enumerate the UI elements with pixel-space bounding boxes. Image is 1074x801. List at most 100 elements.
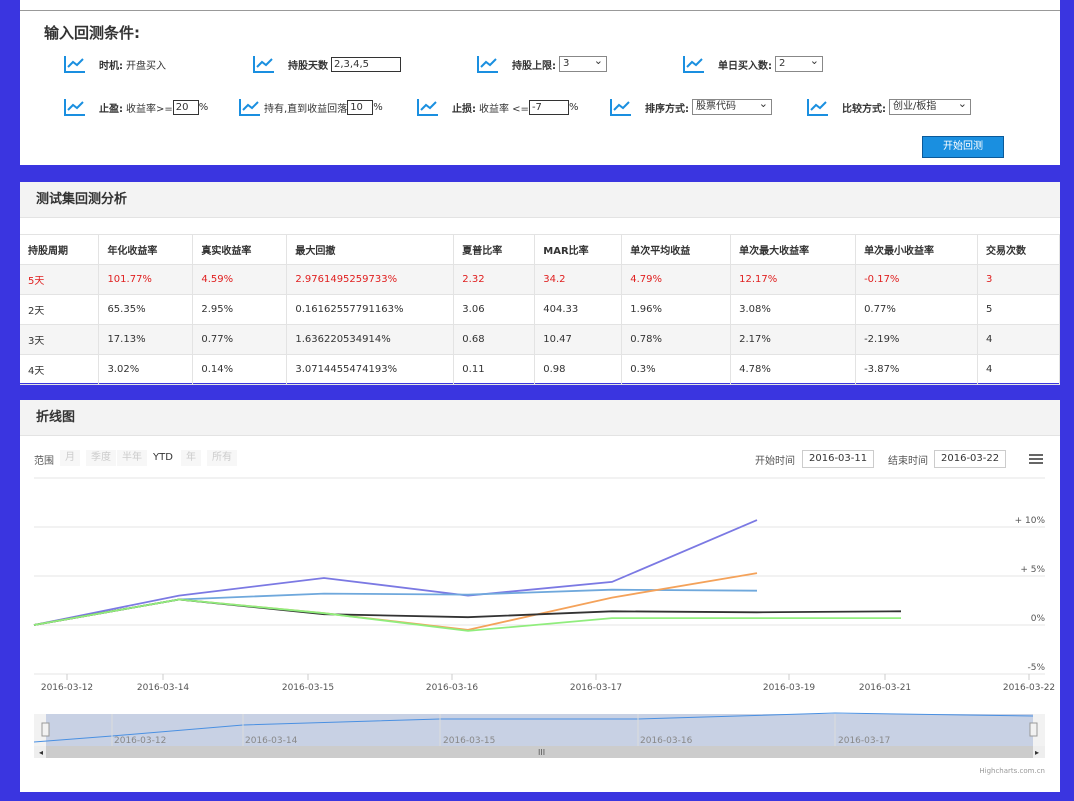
chart-title: 折线图: [20, 400, 1060, 436]
hold-days-input[interactable]: 2,3,4,5: [331, 56, 401, 72]
hold-drawdown-condition: 持有,直到收益回落 10 %: [238, 97, 383, 117]
navigator-handle-right: [1029, 722, 1038, 737]
table-row: 4天 3.02% 0.14% 3.0714455474193% 0.11 0.98 0.3%…: [20, 354, 1061, 385]
x-tick-label: 2016-03-16: [426, 683, 479, 693]
table-cell: -2.19%: [855, 324, 978, 355]
start-time-label: 开始时间: [755, 456, 795, 467]
table-cell: 3天: [20, 324, 100, 355]
table-cell: 0.77%: [192, 324, 288, 355]
table-cell: 101.77%: [98, 264, 194, 295]
start-date-input[interactable]: 2016-03-11: [802, 450, 875, 468]
table-cell: 2.95%: [192, 294, 288, 325]
table-cell: 3.0714455474193%: [286, 354, 455, 385]
table-cell: 5: [977, 294, 1061, 325]
table-row: 2天 65.35% 2.95% 0.16162557791163% 3.06 404.33…: [20, 294, 1061, 325]
table-cell: 12.17%: [730, 264, 857, 295]
table-cell: -0.17%: [855, 264, 978, 295]
timing-label: 时机:: [99, 60, 123, 72]
line-chart-icon: [64, 56, 85, 73]
backtest-conditions-panel: 输入回测条件: 时机: 开盘买入 持股天数 2,3,4,5 持股上限: 3 单日…: [20, 0, 1060, 165]
table-cell: 2.17%: [730, 324, 857, 355]
percent-unit: %: [198, 101, 209, 113]
series-line: [33, 588, 758, 626]
table-cell: 2天: [20, 294, 100, 325]
x-tick-label: 2016-03-17: [570, 683, 622, 693]
range-button-month[interactable]: 月: [60, 450, 80, 466]
table-cell: 2.9761495259733%: [286, 264, 455, 295]
table-cell: 0.77%: [855, 294, 978, 325]
line-chart-icon: [417, 99, 438, 116]
series-line: [33, 598, 902, 626]
divider: [20, 10, 1060, 11]
table-row: 5天 101.77% 4.59% 2.9761495259733% 2.32 34.2 4.…: [20, 264, 1061, 295]
column-header: 夏普比率: [453, 234, 536, 265]
hold-label: 持有,直到收益回落: [264, 103, 348, 115]
table-row: 3天 17.13% 0.77% 1.636220534914% 0.68 10.47 0.7…: [20, 324, 1061, 355]
hold-days-condition: 持股天数 2,3,4,5: [252, 54, 401, 74]
table-cell: 4.78%: [730, 354, 857, 385]
range-button-year[interactable]: 年: [181, 450, 201, 466]
scrollbar-grip: III: [538, 748, 545, 757]
table-cell: 0.98: [534, 354, 623, 385]
timing-condition: 时机: 开盘买入: [63, 54, 166, 74]
credits-label: Highcharts.com.cn: [979, 767, 1045, 775]
stop-loss-label: 止损:: [452, 103, 476, 115]
column-header: 单次平均收益: [621, 234, 732, 265]
column-header: MAR比率: [534, 234, 623, 265]
table-cell: 1.96%: [621, 294, 732, 325]
y-tick-label: -5%: [1027, 663, 1045, 673]
table-cell: 3: [977, 264, 1061, 295]
line-chart-icon: [64, 99, 85, 116]
table-cell: 65.35%: [98, 294, 194, 325]
compare-label: 比较方式:: [842, 103, 886, 115]
range-label: 范围: [34, 456, 54, 467]
end-date-input[interactable]: 2016-03-22: [934, 450, 1007, 468]
menu-icon[interactable]: [1028, 452, 1044, 466]
table-cell: 3.06: [453, 294, 536, 325]
table-cell: 4: [977, 354, 1061, 385]
table-cell: 0.78%: [621, 324, 732, 355]
x-tick-label: 2016-03-12: [41, 683, 93, 693]
x-tick-label: 2016-03-19: [763, 683, 816, 693]
sort-select[interactable]: 股票代码: [692, 97, 772, 115]
range-button-all[interactable]: 所有: [207, 450, 237, 466]
table-cell: 0.11: [453, 354, 536, 385]
sort-label: 排序方式:: [645, 103, 689, 115]
x-tick-label: 2016-03-15: [282, 683, 334, 693]
hold-max-select[interactable]: 3: [559, 54, 607, 72]
column-header: 真实收益率: [192, 234, 288, 265]
line-chart-icon: [610, 99, 631, 116]
line-chart-icon: [253, 56, 274, 73]
stop-profit-input[interactable]: 20: [172, 99, 199, 115]
navigator-tick-label: 2016-03-14: [245, 736, 298, 746]
navigator-tick-label: 2016-03-12: [114, 736, 166, 746]
y-tick-label: + 5%: [1020, 565, 1045, 575]
range-button-halfyear[interactable]: 半年: [117, 450, 147, 466]
navigator-tick-label: 2016-03-16: [640, 736, 693, 746]
daily-buy-condition: 单日买入数: 2: [682, 54, 823, 74]
stop-profit-label: 止盈:: [99, 103, 123, 115]
column-header: 单次最大收益率: [730, 234, 857, 265]
navigator-tick-label: 2016-03-17: [838, 736, 890, 746]
table-cell: 34.2: [534, 264, 623, 295]
y-tick-label: + 10%: [1015, 516, 1046, 526]
table-cell: 0.3%: [621, 354, 732, 385]
hold-max-condition: 持股上限: 3: [476, 54, 607, 74]
compare-select[interactable]: 创业/板指: [889, 97, 971, 115]
line-chart-icon: [683, 56, 704, 73]
stop-loss-input[interactable]: -7: [528, 99, 569, 115]
table-cell: 404.33: [534, 294, 623, 325]
daily-buy-select[interactable]: 2: [775, 54, 823, 72]
analysis-table: 持股周期 年化收益率 真实收益率 最大回撤 夏普比率 MAR比率 单次平均收益 单次最大收益率…: [20, 234, 1061, 385]
stop-loss-condition: 止损: 收益率 <= -7 %: [416, 97, 578, 117]
line-chart-icon: [807, 99, 828, 116]
line-chart-icon: [477, 56, 498, 73]
hold-drawdown-input[interactable]: 10: [347, 99, 374, 115]
compare-condition: 比较方式: 创业/板指: [806, 97, 971, 117]
range-button-quarter[interactable]: 季度: [86, 450, 116, 466]
line-chart-icon: [239, 99, 260, 116]
percent-unit: %: [373, 101, 383, 113]
start-backtest-button[interactable]: 开始回测: [922, 136, 1004, 158]
table-cell: -3.87%: [855, 354, 978, 385]
range-button-ytd[interactable]: YTD: [148, 450, 178, 466]
